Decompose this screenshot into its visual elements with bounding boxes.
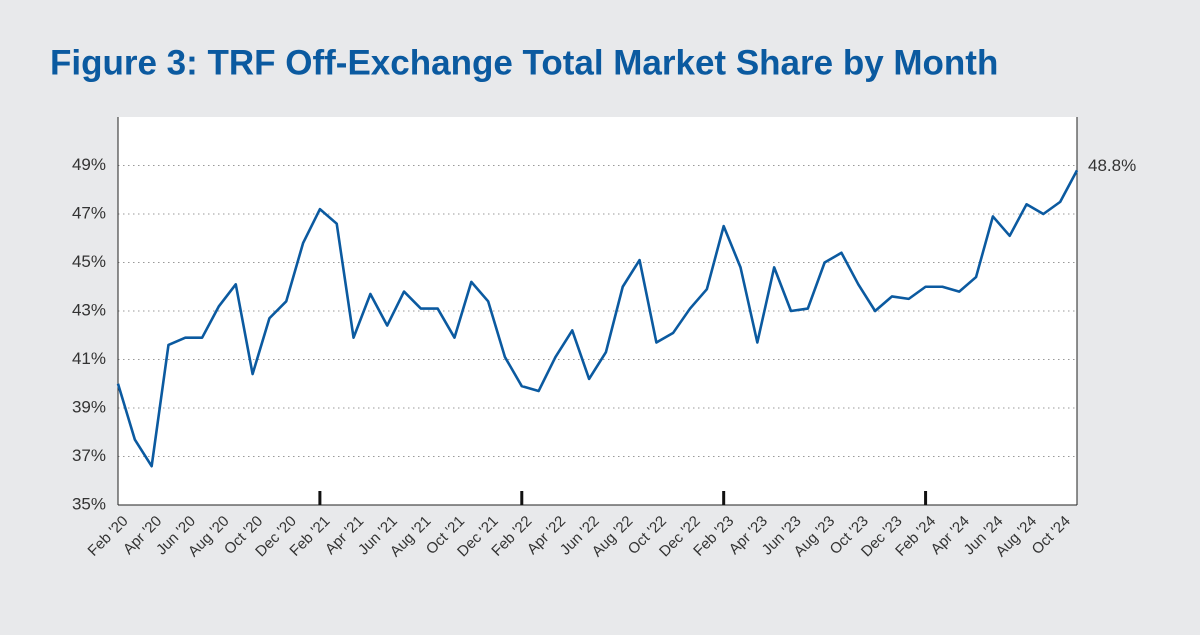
y-tick-label: 39% — [72, 397, 106, 416]
series-line — [116, 169, 1079, 468]
y-tick-label: 35% — [72, 494, 106, 513]
x-tick-label: Oct '24 — [1029, 513, 1074, 558]
y-tick-label: 43% — [72, 300, 106, 319]
chart-title: Figure 3: TRF Off-Exchange Total Market … — [50, 43, 998, 82]
y-tick-label: 47% — [72, 203, 106, 222]
y-tick-label: 49% — [72, 155, 106, 174]
x-tick-label: Feb '20 — [85, 513, 132, 560]
y-tick-label: 37% — [72, 446, 106, 465]
y-tick-label: 45% — [72, 252, 106, 271]
data-label: 48.8% — [1088, 156, 1136, 175]
y-tick-label: 41% — [72, 349, 106, 368]
